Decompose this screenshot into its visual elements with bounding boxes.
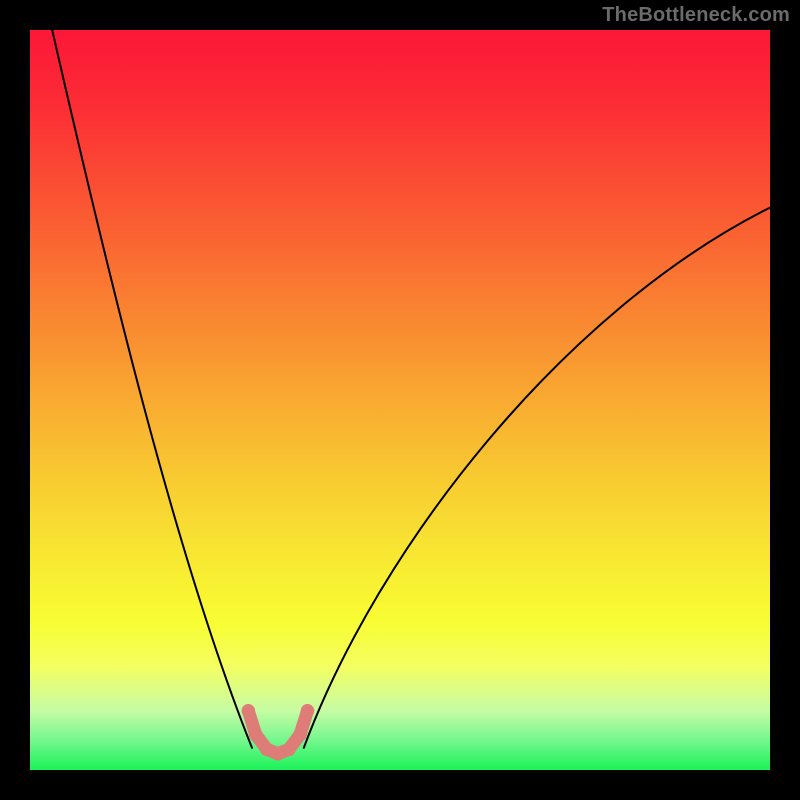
bottom-arc-dot [293,728,307,742]
curve-left [52,30,252,748]
attribution-text: TheBottleneck.com [602,4,790,27]
curve-layer [30,30,770,770]
curve-right [304,208,770,748]
bottom-arc-dots [242,704,315,761]
bottom-arc-dot [242,704,256,718]
plot-area [30,30,770,770]
bottom-arc-dot [301,704,315,718]
bottom-arc-dot [282,742,296,756]
bottom-arc-dot [249,728,263,742]
